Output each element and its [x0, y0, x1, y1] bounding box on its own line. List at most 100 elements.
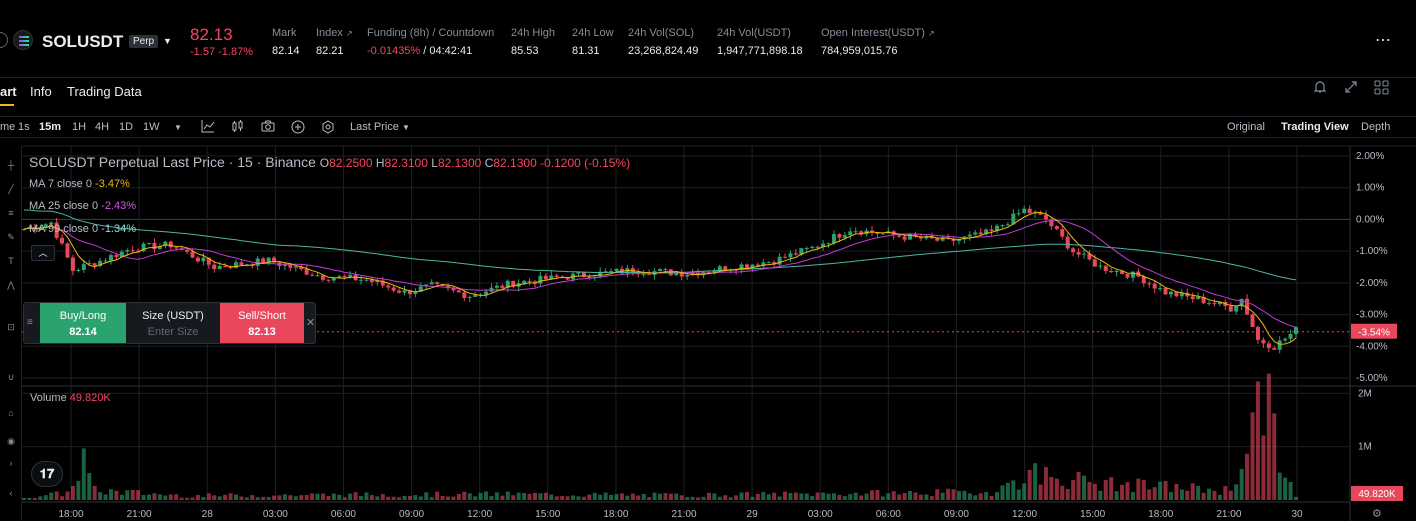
volume-bar	[185, 497, 190, 500]
interval-1d[interactable]: 1D	[119, 121, 134, 133]
candle-body	[913, 234, 918, 237]
interval-1s[interactable]: 1s	[18, 121, 30, 133]
visibility-tool-icon[interactable]: ◉	[7, 436, 15, 446]
interval-1h[interactable]: 1H	[72, 121, 87, 133]
candle-body	[842, 235, 847, 238]
candle-body	[288, 264, 293, 268]
volume-bar	[565, 496, 570, 500]
stat-index[interactable]: Index ↗ 82.21	[316, 27, 353, 57]
active-tab-indicator	[0, 104, 14, 106]
volume-bar	[516, 492, 521, 500]
interval-15m[interactable]: 15m	[39, 121, 62, 133]
volume-bar	[60, 496, 65, 500]
view-trading-view[interactable]: Trading View	[1281, 121, 1349, 133]
expand-icon[interactable]	[1343, 80, 1359, 96]
indicator-chart-icon[interactable]	[201, 120, 215, 136]
candle-body	[723, 266, 728, 271]
candle-body	[956, 239, 961, 242]
candle-body	[1212, 303, 1217, 305]
size-input[interactable]: Size (USDT) Enter Size	[126, 303, 220, 343]
bell-icon[interactable]	[1312, 80, 1328, 96]
volume-bar	[717, 496, 722, 500]
price-type-select[interactable]: Last Price ▼	[350, 121, 410, 133]
info-arrow-icon: ↗	[345, 29, 353, 38]
volume-bar	[315, 493, 320, 500]
settings-hexagon-icon[interactable]	[321, 120, 335, 137]
crosshair-tool-icon[interactable]: ┼	[7, 160, 15, 170]
volume-bar	[549, 494, 554, 500]
tab-chart[interactable]: art	[0, 84, 17, 99]
volume-bar	[234, 494, 238, 500]
horizontal-line-tool-icon[interactable]: ≡	[8, 208, 14, 218]
volume-bar	[1076, 471, 1081, 500]
candle-body	[456, 290, 461, 293]
candle-body	[337, 276, 342, 279]
buy-long-button[interactable]: Buy/Long 82.14	[40, 303, 126, 343]
pattern-tool-icon[interactable]: ⋀	[7, 280, 15, 290]
volume-bar	[397, 497, 402, 500]
more-dots-icon[interactable]: ⋯	[1375, 32, 1392, 49]
volume-bar	[853, 492, 858, 500]
volume-bar	[1163, 480, 1168, 500]
candle-body	[1168, 291, 1173, 295]
text-tool-icon[interactable]: T	[8, 256, 14, 266]
time-axis-tick: 21:00	[1216, 509, 1241, 520]
price-change: -1.57 -1.87%	[190, 46, 253, 58]
current-price-label: -3.54%	[1358, 328, 1390, 339]
volume-bar	[141, 494, 146, 500]
brush-tool-icon[interactable]: ✎	[7, 232, 15, 242]
layout-grid-icon[interactable]	[1374, 80, 1390, 96]
measure-tool-icon[interactable]: ⊡	[7, 322, 15, 332]
candle-body	[375, 280, 380, 282]
symbol-dropdown-chevron-icon[interactable]: ▼	[163, 36, 172, 46]
expand-sidebar-icon[interactable]: ›	[9, 458, 13, 468]
time-axis-tick: 03:00	[808, 509, 833, 520]
volume-bar	[1283, 477, 1288, 500]
sell-short-button[interactable]: Sell/Short 82.13	[220, 303, 304, 343]
collapse-sidebar-icon[interactable]: ‹	[9, 488, 13, 498]
candle-body	[755, 264, 760, 267]
candle-body	[185, 249, 190, 252]
candle-body	[174, 247, 179, 249]
volume-bar	[32, 498, 37, 500]
candle-type-icon[interactable]	[231, 120, 245, 136]
view-depth[interactable]: Depth	[1361, 121, 1391, 133]
interval-1w[interactable]: 1W	[143, 121, 160, 133]
magnet-tool-icon[interactable]: ∪	[7, 372, 15, 382]
volume-bar	[342, 497, 347, 500]
volume-bar	[386, 496, 391, 500]
candle-body	[848, 231, 853, 236]
volume-bar	[250, 495, 255, 500]
ma7-legend: MA 7 close 0 -3.47%	[29, 178, 130, 190]
volume-bar	[494, 492, 499, 500]
chart-settings-gear-icon[interactable]: ⚙	[1372, 508, 1382, 520]
candle-body	[380, 280, 385, 286]
volume-bar	[49, 492, 54, 500]
time-axis-tick: 09:00	[399, 509, 424, 520]
tab-info[interactable]: Info	[30, 84, 52, 99]
camera-icon[interactable]	[261, 120, 275, 136]
tradingview-logo-icon[interactable]: 𝟏𝟕	[31, 461, 63, 487]
volume-bar	[880, 496, 885, 500]
volume-bar	[527, 493, 532, 500]
legend-collapse-chevron-icon[interactable]: ︿	[31, 245, 55, 261]
close-icon[interactable]: ✕	[306, 317, 316, 329]
volume-bar	[810, 496, 815, 500]
lock-tool-icon[interactable]: ⌂	[8, 408, 14, 418]
interval-dropdown-chevron-icon[interactable]: ▼	[174, 123, 182, 132]
stat-open-interest[interactable]: Open Interest(USDT) ↗ 784,959,015.76	[821, 27, 935, 57]
trendline-tool-icon[interactable]: ╱	[8, 184, 14, 194]
volume-bar	[935, 489, 940, 500]
drag-handle-icon[interactable]: ≡	[27, 317, 33, 328]
view-original[interactable]: Original	[1227, 121, 1265, 133]
candle-body	[565, 277, 570, 280]
tab-trading-data[interactable]: Trading Data	[67, 84, 142, 99]
volume-bar	[1125, 482, 1130, 500]
candle-body	[261, 258, 266, 264]
volume-bar	[663, 493, 668, 500]
add-indicator-icon[interactable]	[291, 120, 305, 137]
volume-bar	[761, 491, 766, 500]
interval-4h[interactable]: 4H	[95, 121, 110, 133]
symbol-name[interactable]: SOLUSDT	[42, 32, 124, 51]
